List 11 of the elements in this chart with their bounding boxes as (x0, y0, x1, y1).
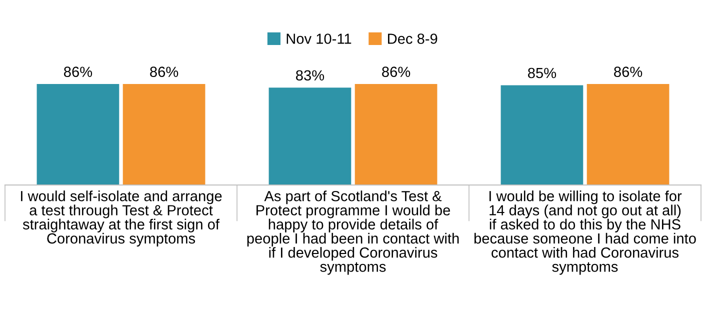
data-label: 83% (296, 70, 324, 81)
legend-label: Dec 8-9 (388, 34, 438, 44)
x-tick-label: As part of Scotland's Test & Protect programme I would be happy to provide details of people I had been in contact with if I developed Coronavirus symptoms (247, 190, 459, 275)
data-label: 85% (528, 68, 556, 78)
data-label: 86% (614, 66, 642, 77)
x-tick-label: I would be willing to isolate for 14 days (and not go out at all) if asked to do this by the NHS because someone I had come into contact with had Coronavirus symptoms (474, 190, 696, 275)
data-label: 86% (150, 66, 178, 77)
data-label: 86% (64, 66, 92, 77)
data-label: 86% (382, 66, 410, 77)
legend-label: Nov 10-11 (286, 34, 352, 44)
x-tick-label: I would self-isolate and arrange a test through Test & Protect straightaway at the first sign of Coronavirus symptoms (21, 190, 222, 247)
